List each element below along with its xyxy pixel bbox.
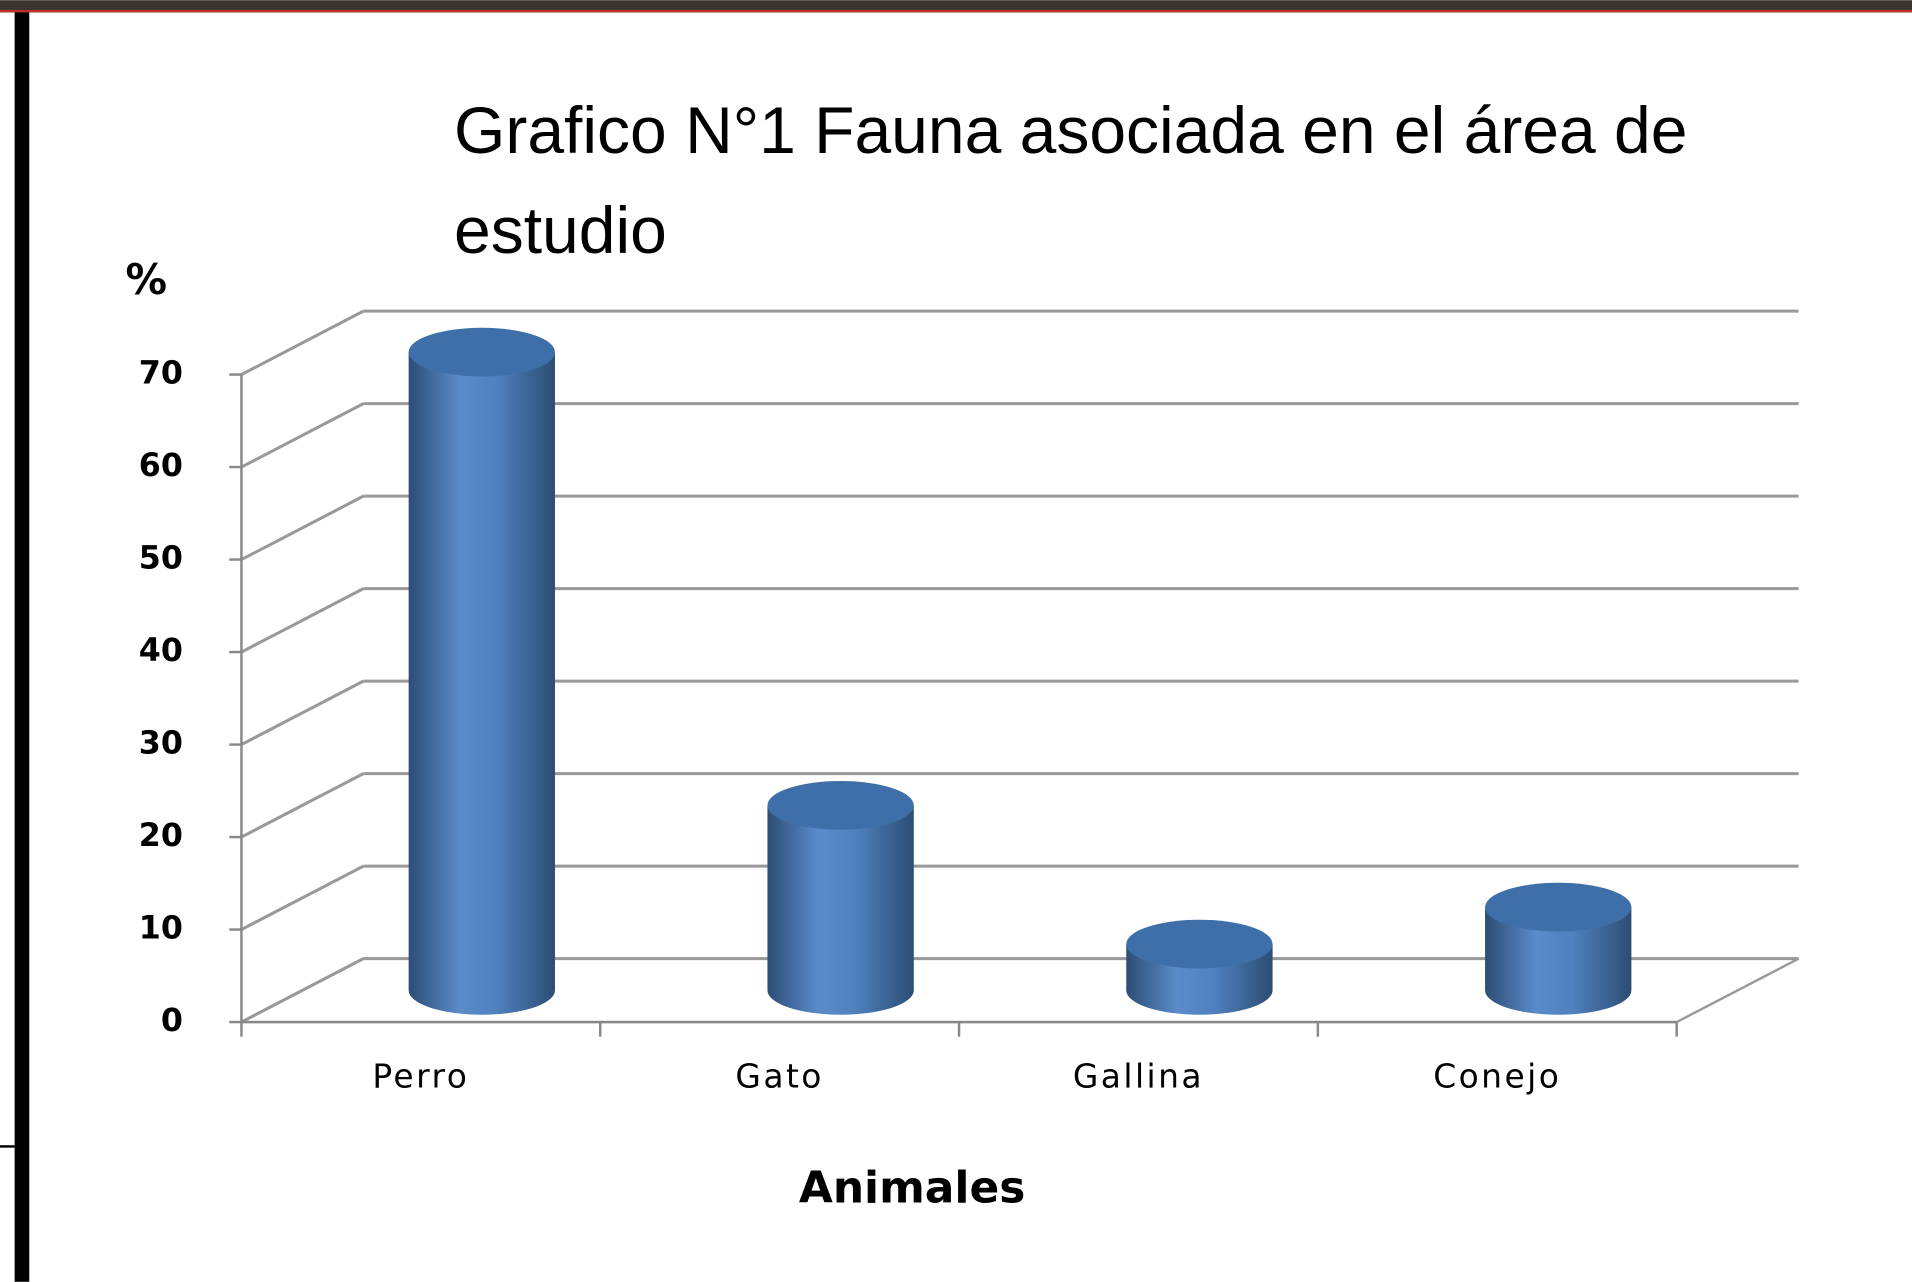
bar [1126,920,1272,1015]
x-axis-label: Animales [799,1162,1025,1213]
y-tick-label: 0 [161,1003,183,1039]
grid-line [241,311,363,374]
y-tick-label: 60 [139,448,183,484]
grid-line [241,589,363,652]
left-border [15,12,30,1281]
grid-line [241,681,363,744]
grid-line [241,866,363,929]
top-line [0,10,1912,12]
y-tick-label: 20 [139,818,183,854]
bar-top [1485,883,1631,932]
bar-top [409,328,555,377]
bar-top [1126,920,1272,969]
bar [1485,883,1631,1015]
y-tick-label: 50 [139,541,183,577]
x-tick-label: Conejo [1433,1057,1561,1096]
x-tick-label: Perro [372,1057,469,1096]
y-tick-label: 30 [139,726,183,762]
x-tick-label: Gallina [1073,1057,1204,1096]
y-tick-label: 40 [139,633,183,669]
y-tick-label: 10 [139,911,183,947]
grid-line [241,496,363,559]
bar [767,781,913,1015]
y-tick-label: 70 [139,356,183,392]
chart-title: Grafico N°1 Fauna asociada en el área de… [454,80,1794,280]
x-tick-label: Gato [735,1057,823,1096]
bar [409,328,555,1015]
grid-line [241,774,363,837]
bar-body [409,352,555,1015]
y-axis-label: % [126,256,168,304]
page: % Animales 0 10 20 30 40 50 60 70 Perro Gato Galli… [0,0,1912,1282]
bar-top [767,781,913,830]
bar-body [767,805,913,1014]
grid-line [241,959,363,1022]
grid-line [241,404,363,467]
